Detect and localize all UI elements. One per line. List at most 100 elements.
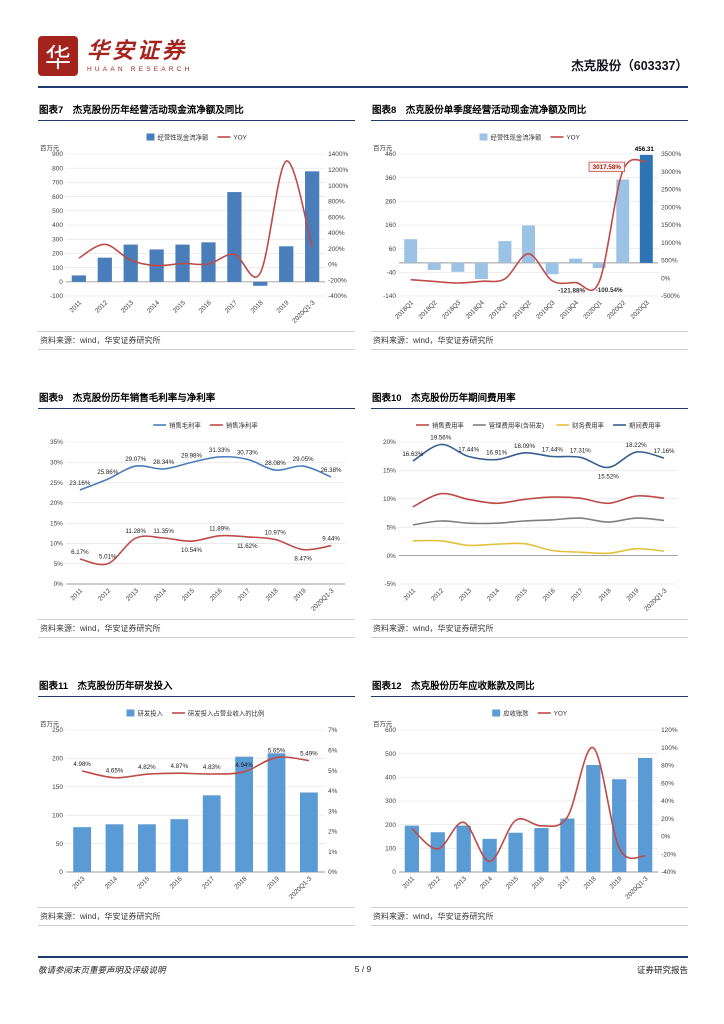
svg-text:23.16%: 23.16% <box>69 480 90 487</box>
svg-text:16.91%: 16.91% <box>486 450 507 457</box>
svg-text:500: 500 <box>385 751 396 758</box>
svg-text:2019Q1: 2019Q1 <box>488 299 509 321</box>
svg-text:2012: 2012 <box>427 875 442 890</box>
svg-text:销售费用率: 销售费用率 <box>432 420 464 429</box>
svg-text:600: 600 <box>385 727 396 734</box>
chart-canvas-cashflow-annual: -100 0 100 200 300 400 500 600 700 800 900 -400% -20… <box>38 126 355 328</box>
svg-text:5.01%: 5.01% <box>99 554 117 561</box>
svg-text:-100.54%: -100.54% <box>596 287 623 294</box>
svg-text:4.82%: 4.82% <box>138 764 156 771</box>
svg-text:0%: 0% <box>387 553 397 560</box>
brand-name-cn: 华安证券 <box>87 38 188 64</box>
svg-text:35%: 35% <box>50 439 63 446</box>
brand-name-en: HUAAN RESEARCH <box>87 65 193 73</box>
svg-text:-40: -40 <box>387 270 397 277</box>
svg-text:120%: 120% <box>661 727 678 734</box>
svg-text:600%: 600% <box>328 214 345 221</box>
svg-text:18.22%: 18.22% <box>626 442 647 449</box>
header-rule <box>38 86 688 88</box>
svg-text:1000%: 1000% <box>328 183 348 190</box>
svg-text:1200%: 1200% <box>328 167 348 174</box>
svg-text:-40%: -40% <box>661 869 676 876</box>
svg-text:3500%: 3500% <box>661 151 681 158</box>
svg-text:2000%: 2000% <box>661 204 681 211</box>
svg-text:2013: 2013 <box>71 875 86 890</box>
svg-text:200: 200 <box>52 251 63 258</box>
svg-text:3%: 3% <box>328 808 338 815</box>
svg-text:2019: 2019 <box>266 875 281 890</box>
svg-text:8.47%: 8.47% <box>294 556 312 563</box>
footer-disclaimer: 敬请参阅末页重要声明及评级说明 <box>38 965 166 975</box>
figure-block-10: 图表10 杰克股份历年期间费用率 -5% 0% 5% 10% 15% 20% 2011 201… <box>371 390 688 638</box>
svg-text:-500%: -500% <box>661 293 680 300</box>
huaan-seal-icon: 华 <box>38 36 78 76</box>
svg-text:0%: 0% <box>54 581 64 588</box>
svg-text:10.97%: 10.97% <box>265 529 286 536</box>
chart-canvas-expense-ratios: -5% 0% 5% 10% 15% 20% 2011 2012 2013 2014 2015 2016… <box>371 414 688 616</box>
svg-text:20%: 20% <box>383 439 396 446</box>
svg-text:2011: 2011 <box>69 299 84 314</box>
brand-text: 华安证券 HUAAN RESEARCH <box>87 39 192 72</box>
svg-text:2013: 2013 <box>458 587 473 602</box>
svg-text:60%: 60% <box>661 780 674 787</box>
svg-text:200: 200 <box>52 756 63 763</box>
svg-text:60: 60 <box>389 246 397 253</box>
svg-text:100%: 100% <box>661 745 678 752</box>
svg-text:2015: 2015 <box>505 875 520 890</box>
svg-text:2016: 2016 <box>209 587 224 602</box>
svg-text:2017: 2017 <box>557 875 572 890</box>
svg-text:4%: 4% <box>328 788 338 795</box>
svg-text:2019Q2: 2019Q2 <box>512 299 533 321</box>
svg-text:15.52%: 15.52% <box>598 473 619 480</box>
svg-text:10.54%: 10.54% <box>181 547 202 554</box>
svg-text:29.07%: 29.07% <box>125 456 146 463</box>
svg-text:2016: 2016 <box>169 875 184 890</box>
svg-text:2017: 2017 <box>224 299 239 314</box>
svg-text:0%: 0% <box>328 869 338 876</box>
svg-text:6%: 6% <box>328 747 338 754</box>
svg-text:管理费用率(含研发): 管理费用率(含研发) <box>489 420 544 429</box>
svg-text:2014: 2014 <box>146 299 161 314</box>
svg-text:2018: 2018 <box>598 587 613 602</box>
svg-text:6.17%: 6.17% <box>71 549 89 556</box>
svg-text:20%: 20% <box>50 500 63 507</box>
svg-text:15%: 15% <box>50 520 63 527</box>
svg-text:200: 200 <box>385 822 396 829</box>
svg-text:2018: 2018 <box>265 587 280 602</box>
svg-text:17.44%: 17.44% <box>458 447 479 454</box>
svg-text:0%: 0% <box>661 275 671 282</box>
svg-text:2016: 2016 <box>198 299 213 314</box>
brand-logo: 华 华安证券 HUAAN RESEARCH <box>38 36 192 76</box>
svg-text:150: 150 <box>52 784 63 791</box>
svg-text:2020Q1-3: 2020Q1-3 <box>643 587 669 613</box>
svg-text:1000%: 1000% <box>661 240 681 247</box>
svg-text:百万元: 百万元 <box>373 144 393 152</box>
svg-text:4.94%: 4.94% <box>235 762 253 769</box>
svg-text:销售毛利率: 销售毛利率 <box>169 420 201 429</box>
svg-text:0: 0 <box>59 869 63 876</box>
svg-text:2017: 2017 <box>237 587 252 602</box>
svg-text:期间费用率: 期间费用率 <box>629 420 661 429</box>
svg-text:800%: 800% <box>328 199 345 206</box>
svg-text:1%: 1% <box>328 849 338 856</box>
svg-text:2015: 2015 <box>136 875 151 890</box>
svg-text:百万元: 百万元 <box>40 720 60 728</box>
svg-text:700: 700 <box>52 180 63 187</box>
svg-text:2012: 2012 <box>94 299 109 314</box>
footer-row: 敬请参阅末页重要声明及评级说明 5 / 9 证券研究报告 <box>38 958 688 976</box>
svg-text:600: 600 <box>52 194 63 201</box>
svg-text:2011: 2011 <box>69 587 84 602</box>
svg-text:7%: 7% <box>328 727 338 734</box>
svg-text:200%: 200% <box>328 246 345 253</box>
svg-text:2020Q1-3: 2020Q1-3 <box>624 875 650 901</box>
svg-text:2015: 2015 <box>181 587 196 602</box>
figure-title: 图表8 杰克股份单季度经营活动现金流净额及同比 <box>371 102 688 121</box>
footer-rule <box>38 956 688 958</box>
svg-text:2019Q3: 2019Q3 <box>535 299 556 321</box>
svg-text:-5%: -5% <box>384 581 396 588</box>
svg-text:800: 800 <box>52 165 63 172</box>
svg-text:100: 100 <box>52 265 63 272</box>
figure-block-9: 图表9 杰克股份历年销售毛利率与净利率 0% 5% 10% 15% 20% 25% 30% 3… <box>38 390 355 638</box>
svg-text:0: 0 <box>392 869 396 876</box>
svg-text:3000%: 3000% <box>661 169 681 176</box>
